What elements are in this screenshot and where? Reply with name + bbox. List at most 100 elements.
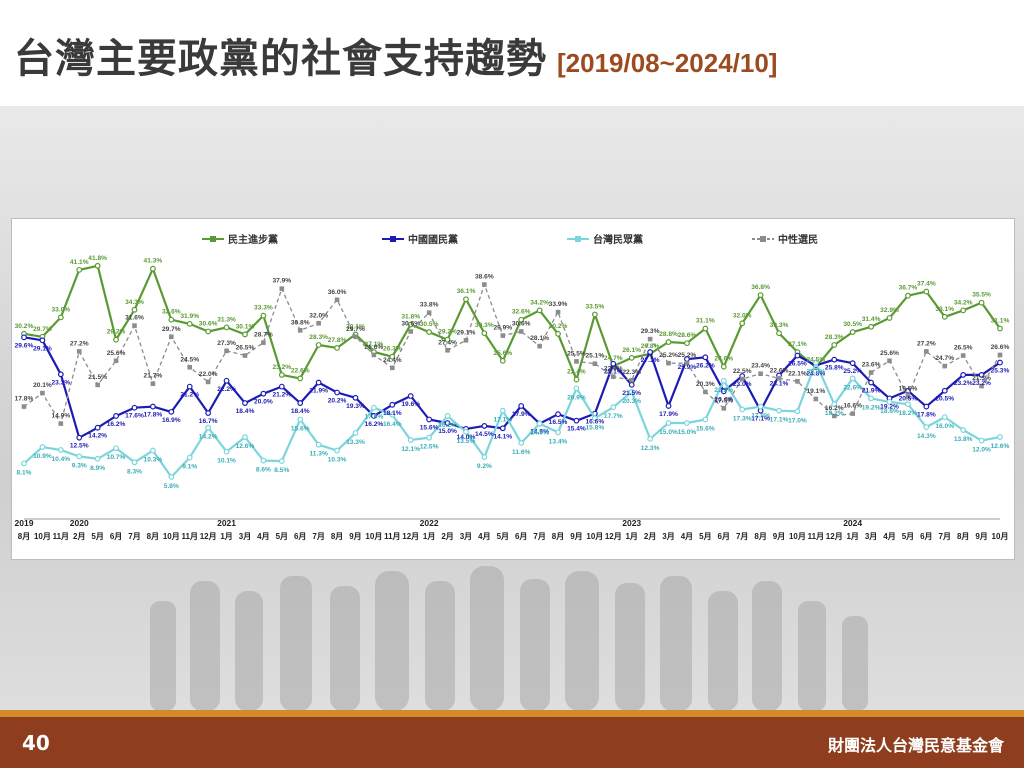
data-label-kmt: 14.2% — [88, 433, 107, 440]
data-point-neutral — [610, 374, 616, 379]
series-line-dpp — [23, 264, 1001, 381]
data-label-tpp: 9.3% — [72, 462, 87, 469]
data-point-neutral — [500, 333, 506, 338]
data-label-dpp: 28.3% — [309, 334, 328, 341]
data-point-tpp — [444, 413, 451, 419]
legend-label-kmt: 中國國民黨 — [408, 233, 458, 246]
x-tick-label: 4月 — [883, 532, 895, 541]
data-label-tpp: 13.8% — [954, 436, 973, 443]
data-point-dpp — [260, 312, 267, 319]
data-label-tpp: 15.6% — [291, 425, 310, 432]
data-label-dpp: 32.9% — [880, 307, 899, 314]
x-tick-label: 10月 — [34, 532, 51, 541]
data-label-dpp: 27.1% — [788, 341, 807, 348]
data-label-neutral: 33.8% — [420, 302, 439, 309]
data-point-dpp — [702, 325, 709, 332]
data-label-neutral: 29.7% — [162, 326, 181, 333]
data-point-neutral — [113, 358, 119, 364]
data-point-tpp — [481, 454, 488, 460]
data-label-neutral: 16.6% — [843, 403, 862, 410]
data-label-dpp: 26.1% — [622, 347, 641, 354]
data-label-kmt: 25.8% — [825, 365, 844, 372]
data-point-dpp — [463, 296, 469, 303]
x-tick-label: 9月 — [975, 532, 987, 541]
data-point-tpp — [665, 420, 672, 426]
x-tick-label: 1月 — [423, 532, 435, 541]
data-point-dpp — [923, 288, 930, 295]
data-label-kmt: 27.1% — [641, 357, 660, 364]
data-label-kmt: 18.4% — [291, 408, 310, 415]
data-label-neutral: 22.3% — [622, 369, 641, 376]
data-point-dpp — [94, 262, 101, 269]
data-label-neutral: 22.0% — [199, 371, 218, 378]
data-label-neutral: 31.6% — [125, 315, 144, 322]
x-tick-label: 7月 — [533, 532, 545, 541]
data-point-kmt — [242, 400, 248, 406]
x-tick-label: 8月 — [18, 532, 30, 541]
data-label-kmt: 23.0% — [733, 381, 752, 388]
data-label-dpp: 31.1% — [696, 318, 715, 325]
title-main: 台灣主要政黨的社會支持趨勢 — [14, 36, 547, 82]
data-point-tpp — [960, 427, 967, 433]
data-label-dpp: 32.6% — [162, 309, 181, 316]
data-point-neutral — [58, 421, 64, 426]
data-label-kmt: 23.3% — [51, 379, 70, 386]
data-label-kmt: 25.1% — [604, 369, 623, 376]
data-label-dpp: 24.5% — [806, 356, 825, 363]
data-label-dpp: 30.1% — [236, 323, 255, 330]
data-label-dpp: 28.3% — [825, 334, 844, 341]
data-point-neutral — [721, 406, 727, 411]
series-line-neutral — [23, 283, 1001, 425]
data-point-tpp — [57, 447, 64, 453]
data-label-kmt: 16.5% — [549, 419, 568, 426]
data-point-tpp — [518, 440, 525, 446]
data-label-kmt: 20.4% — [714, 396, 733, 403]
data-point-neutral — [334, 297, 340, 303]
data-label-kmt: 22.2% — [217, 386, 236, 393]
data-label-tpp: 10.3% — [328, 457, 347, 464]
data-label-tpp: 11.3% — [309, 451, 327, 458]
data-label-dpp: 30.2% — [549, 323, 568, 330]
data-label-kmt: 20.0% — [254, 399, 273, 406]
data-point-tpp — [94, 455, 101, 462]
data-label-tpp: 5.8% — [164, 483, 179, 490]
data-point-tpp — [39, 444, 46, 450]
data-label-dpp: 32.0% — [733, 312, 752, 319]
x-tick-label: 3月 — [460, 532, 472, 541]
x-tick-label: 12月 — [402, 532, 419, 541]
data-label-kmt: 14.9% — [530, 429, 549, 436]
data-label-neutral: 17.5% — [714, 397, 733, 404]
data-label-neutral: 27.2% — [917, 340, 936, 347]
data-point-dpp — [150, 265, 156, 272]
data-point-tpp — [426, 434, 433, 441]
data-point-dpp — [186, 320, 193, 327]
data-point-kmt — [39, 337, 46, 344]
data-point-dpp — [334, 345, 340, 351]
data-point-dpp — [223, 324, 230, 331]
data-point-tpp — [315, 441, 322, 448]
data-point-kmt — [131, 404, 138, 411]
data-label-neutral: 21.7% — [144, 373, 163, 380]
data-point-kmt — [168, 408, 175, 415]
data-point-dpp — [315, 342, 322, 348]
data-point-kmt — [150, 403, 156, 410]
data-point-tpp — [591, 415, 598, 422]
data-label-dpp: 29.2% — [438, 329, 457, 336]
data-label-neutral: 30.6% — [401, 320, 420, 327]
data-label-kmt: 16.7% — [199, 418, 218, 425]
data-label-kmt: 17.1% — [751, 416, 770, 423]
data-label-dpp: 28.6% — [678, 332, 697, 339]
data-label-dpp: 37.4% — [917, 281, 936, 288]
data-point-neutral — [924, 349, 929, 354]
x-tick-label: 2月 — [644, 532, 656, 541]
data-label-kmt: 15.6% — [420, 424, 439, 431]
data-point-tpp — [113, 445, 119, 452]
data-point-kmt — [76, 434, 83, 441]
data-label-dpp: 36.8% — [751, 284, 770, 291]
data-label-kmt: 15.4% — [567, 426, 586, 433]
data-label-kmt: 21.2% — [180, 392, 199, 399]
data-point-tpp — [923, 424, 930, 431]
data-point-kmt — [260, 390, 267, 397]
data-point-neutral — [224, 348, 229, 354]
data-point-kmt — [407, 393, 414, 399]
